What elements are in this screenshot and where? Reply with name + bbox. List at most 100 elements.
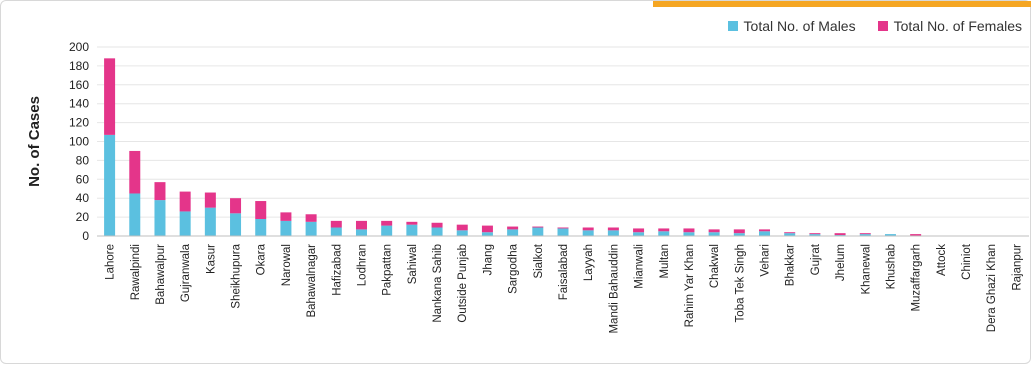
bar-females-khanewal — [859, 233, 871, 235]
bar-males-hafizabad — [330, 227, 342, 236]
bar-females-faisalabad — [557, 227, 569, 229]
bar-males-okara — [255, 218, 267, 236]
bar-males-narowal — [280, 220, 292, 236]
bar-females-toba-tek-singh — [733, 229, 745, 234]
bar-males-sargodha — [507, 229, 519, 236]
y-tick-label: 180 — [69, 59, 89, 73]
legend-swatch-females — [877, 21, 888, 31]
x-category-label: Layyah — [583, 244, 595, 281]
bar-males-toba-tek-singh — [733, 233, 745, 236]
legend-swatch-males — [727, 21, 738, 31]
bar-females-nankana-sahib — [431, 222, 443, 228]
bar-females-mianwali — [633, 228, 645, 233]
bar-males-outside-punjab — [456, 230, 468, 236]
bar-females-rahim-yar-khan — [683, 228, 695, 233]
bar-males-sialkot — [532, 227, 544, 236]
x-category-label: Khushab — [885, 244, 897, 289]
y-tick-label: 100 — [69, 135, 89, 149]
bar-females-outside-punjab — [456, 224, 468, 231]
bar-females-lahore — [104, 58, 116, 135]
x-category-label: Chiniot — [961, 243, 973, 280]
x-category-label: Faisalabad — [558, 244, 570, 300]
bar-males-khanewal — [859, 234, 871, 236]
bar-males-bhakkar — [784, 233, 796, 236]
bar-males-pakpattan — [381, 225, 393, 236]
x-category-label: Bahawalpur — [155, 244, 167, 305]
bar-females-jhang — [481, 225, 493, 233]
legend-label-males: Total No. of Males — [743, 18, 856, 34]
bar-females-bhakkar — [784, 232, 796, 234]
y-tick-label: 0 — [82, 229, 89, 243]
bar-females-multan — [658, 228, 670, 232]
bar-males-gujranwala — [179, 211, 191, 236]
bar-males-vehari — [759, 231, 771, 236]
y-tick-label: 40 — [76, 191, 90, 205]
x-category-label: Rawalpindi — [130, 244, 142, 300]
bar-females-rawalpindi — [129, 150, 141, 194]
legend-label-females: Total No. of Females — [893, 18, 1022, 34]
bar-males-multan — [658, 231, 670, 236]
bar-females-pakpattan — [381, 220, 393, 226]
x-category-label: Jhang — [482, 244, 494, 275]
x-category-label: Dera Ghazi Khan — [986, 244, 998, 332]
x-category-label: Chakwal — [709, 244, 721, 288]
x-category-label: Sheikhupura — [231, 243, 243, 308]
bar-females-gujrat — [809, 233, 821, 235]
bar-males-rawalpindi — [129, 193, 141, 236]
x-category-label: Pakpattan — [382, 244, 394, 296]
y-tick-label: 200 — [69, 40, 89, 54]
x-category-label: Bahawalnagar — [306, 244, 318, 318]
bar-females-layyah — [582, 227, 594, 231]
y-tick-label: 140 — [69, 97, 89, 111]
x-category-label: Sargodha — [508, 243, 520, 293]
legend-item-males: Total No. of Males — [727, 18, 856, 34]
x-category-label: Mandi Bahauddin — [608, 244, 620, 334]
x-category-label: Gujranwala — [180, 243, 192, 302]
bar-males-faisalabad — [557, 228, 569, 236]
x-category-label: Rajanpur — [1011, 244, 1023, 291]
bar-females-bahawalnagar — [305, 214, 317, 222]
bar-females-bahawalpur — [154, 182, 166, 201]
bar-males-kasur — [204, 207, 216, 236]
bar-males-mandi-bahauddin — [607, 230, 619, 236]
bar-females-vehari — [759, 229, 771, 232]
bar-males-lahore — [104, 134, 116, 236]
x-category-label: Kasur — [205, 244, 217, 274]
x-axis-labels: Lahore Rawalpindi Bahawalpur Gujranwala Kasu… — [105, 243, 1024, 333]
legend-item-females: Total No. of Females — [877, 18, 1022, 34]
y-tick-label: 120 — [69, 116, 89, 130]
x-category-label: Jhelum — [835, 244, 847, 281]
x-category-label: Attock — [936, 244, 948, 276]
x-category-label: Bhakkar — [785, 244, 797, 286]
bar-males-bahawalpur — [154, 200, 166, 236]
y-tick-label: 160 — [69, 78, 89, 92]
bar-males-lodhran — [355, 229, 367, 236]
bar-females-sahiwal — [406, 221, 418, 225]
bar-males-layyah — [582, 230, 594, 236]
bar-males-khushab — [884, 234, 896, 236]
bar-females-lodhran — [355, 220, 367, 230]
bar-females-narowal — [280, 212, 292, 221]
bar-males-mianwali — [633, 232, 645, 236]
y-tick-label: 20 — [76, 210, 90, 224]
bar-females-jhelum — [834, 233, 846, 236]
bar-females-sargodha — [507, 226, 519, 230]
bar-males-rahim-yar-khan — [683, 232, 695, 236]
bars — [104, 58, 922, 236]
accent-bar — [653, 1, 1031, 7]
bar-males-nankana-sahib — [431, 227, 443, 236]
bar-females-hafizabad — [330, 220, 342, 228]
y-tick-label: 80 — [76, 153, 90, 167]
x-category-label: Outside Punjab — [457, 244, 469, 323]
x-category-label: Hafizabad — [331, 244, 343, 296]
gridlines — [97, 46, 1029, 218]
x-category-label: Narowal — [281, 244, 293, 286]
bar-males-bahawalnagar — [305, 221, 317, 236]
x-category-label: Toba Tek Singh — [734, 244, 746, 322]
bar-females-muzaffargarh — [910, 234, 922, 236]
bar-males-chakwal — [708, 232, 720, 236]
x-category-label: Khanewal — [860, 244, 872, 295]
x-category-label: Mianwali — [634, 244, 646, 289]
